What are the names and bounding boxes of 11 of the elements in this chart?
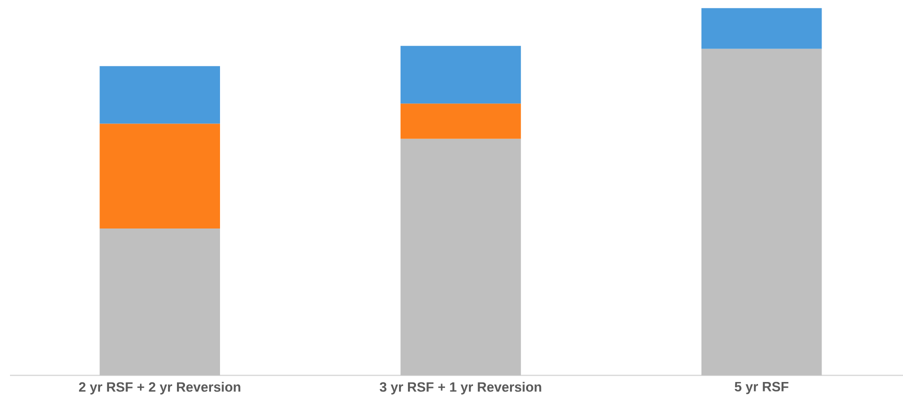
bar bbox=[400, 104, 521, 139]
bar bbox=[100, 66, 220, 124]
bar bbox=[701, 8, 822, 49]
bar bbox=[100, 124, 220, 228]
bar bbox=[400, 46, 521, 104]
x-tick-label: 2 yr RSF + 2 yr Reversion bbox=[79, 382, 240, 394]
x-tick-label: 5 yr RSF bbox=[734, 382, 788, 394]
bar bbox=[400, 138, 521, 376]
bar bbox=[100, 228, 220, 376]
x-tick-label: 3 yr RSF + 1 yr Reversion bbox=[380, 382, 542, 394]
bar bbox=[701, 48, 822, 376]
